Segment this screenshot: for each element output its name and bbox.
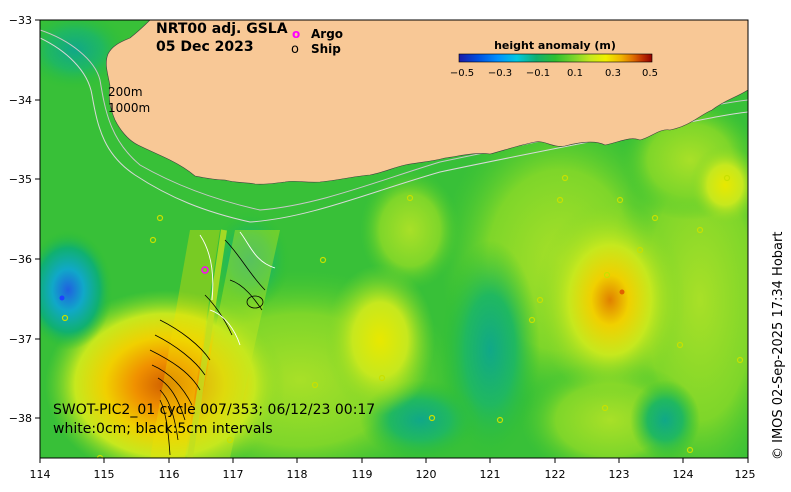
x-tick-label: 116 bbox=[159, 468, 180, 481]
x-tick-label: 124 bbox=[673, 468, 694, 481]
swot-contours-black bbox=[149, 239, 266, 456]
x-tick-label: 114 bbox=[30, 468, 51, 481]
map-plot-area bbox=[40, 20, 748, 458]
colorbar-gradient bbox=[458, 53, 653, 63]
isobath-200m-label: 200m bbox=[108, 85, 143, 99]
x-tick-label: 120 bbox=[416, 468, 437, 481]
y-tick-label: −38 bbox=[9, 412, 32, 425]
argo-float-marker bbox=[201, 266, 209, 274]
y-tick-label: −37 bbox=[9, 333, 32, 346]
ship-legend-label: Ship bbox=[311, 42, 341, 56]
y-tick-label: −36 bbox=[9, 253, 32, 266]
x-tick-label: 122 bbox=[545, 468, 566, 481]
argo-legend-label: Argo bbox=[311, 27, 343, 41]
sla-high bbox=[690, 145, 748, 225]
sla-high bbox=[325, 265, 435, 415]
observation-markers bbox=[61, 174, 744, 458]
y-tick-label: −35 bbox=[9, 173, 32, 186]
x-tick-label: 117 bbox=[223, 468, 244, 481]
sla-band bbox=[360, 170, 460, 290]
sla-low-west bbox=[40, 230, 113, 350]
colorbar-tick: 0.3 bbox=[605, 68, 621, 79]
y-tick-label: −33 bbox=[9, 14, 32, 27]
swot-note-line2: white:0cm; black:5cm intervals bbox=[53, 421, 273, 437]
swot-nadir-gap bbox=[187, 229, 227, 458]
isobath-1000m-label: 1000m bbox=[108, 101, 150, 115]
colorbar-tick: −0.5 bbox=[450, 68, 474, 79]
colorbar-tick: 0.5 bbox=[642, 68, 658, 79]
y-tick-label: −34 bbox=[9, 94, 32, 107]
x-tick-label: 118 bbox=[287, 468, 308, 481]
sla-low bbox=[210, 210, 290, 310]
x-tick-label: 123 bbox=[609, 468, 630, 481]
ship-legend-symbol: o bbox=[291, 42, 299, 57]
map-title-line1: NRT00 adj. GSLA bbox=[156, 21, 288, 37]
x-tick-label: 119 bbox=[352, 468, 373, 481]
y-axis: −33 −34 −35 −36 −37 −38 bbox=[9, 14, 40, 425]
sla-low bbox=[630, 380, 700, 458]
colorbar: height anomaly (m) −0.5 −0.3 −0.1 0.1 0.… bbox=[450, 39, 658, 79]
colorbar-tick: −0.3 bbox=[488, 68, 512, 79]
plot-frame bbox=[39, 19, 749, 459]
observation-marker-warm bbox=[619, 289, 625, 295]
colorbar-tick: −0.1 bbox=[526, 68, 550, 79]
x-tick-label: 125 bbox=[735, 468, 756, 481]
x-tick-label: 115 bbox=[94, 468, 115, 481]
sla-high-southwest bbox=[45, 290, 285, 458]
x-tick-label: 121 bbox=[480, 468, 501, 481]
colorbar-tick: 0.1 bbox=[567, 68, 583, 79]
swot-note-line1: SWOT-PIC2_01 cycle 007/353; 06/12/23 00:… bbox=[53, 402, 375, 418]
swot-contours-white bbox=[199, 231, 276, 346]
colorbar-title: height anomaly (m) bbox=[494, 39, 616, 52]
x-axis: 114 115 116 117 118 119 120 121 122 123 … bbox=[30, 458, 756, 481]
imos-credit: © IMOS 02-Sep-2025 17:34 Hobart bbox=[771, 232, 786, 460]
swot-swath-right bbox=[190, 230, 280, 458]
sla-high-east bbox=[535, 200, 685, 400]
observation-marker-cold bbox=[59, 295, 65, 301]
map-title-line2: 05 Dec 2023 bbox=[156, 39, 254, 55]
argo-legend-symbol: o bbox=[292, 27, 300, 41]
